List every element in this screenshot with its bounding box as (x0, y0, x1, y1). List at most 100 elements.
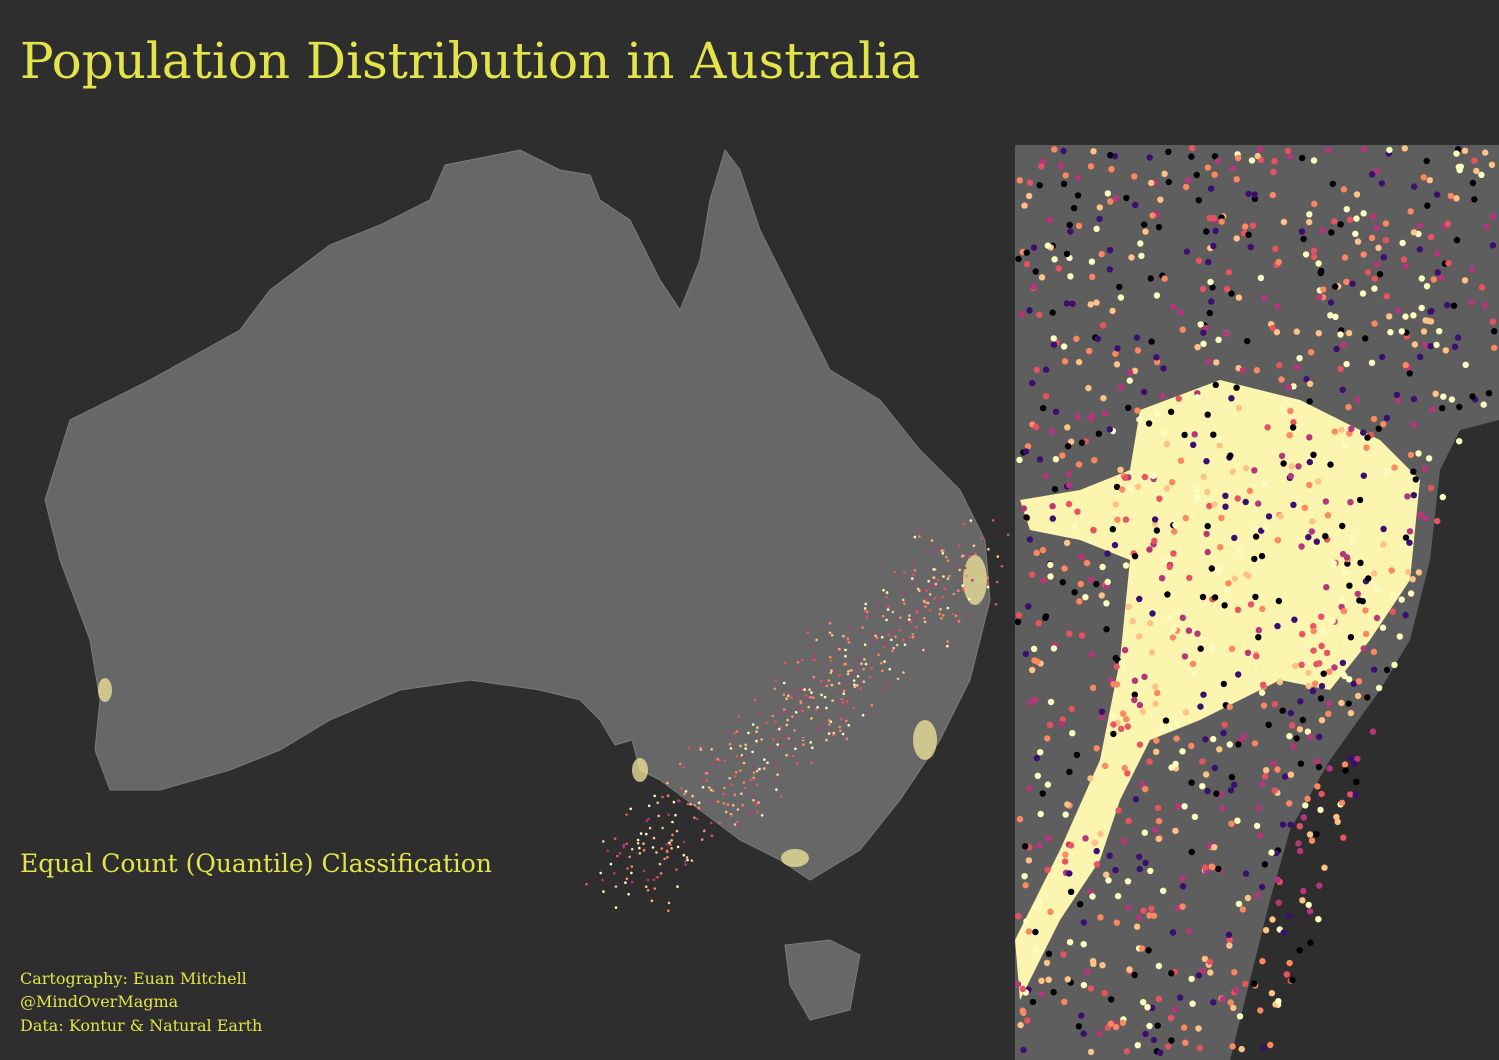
hexagon (1046, 721, 1054, 729)
hexagon (1177, 309, 1185, 316)
hexagon (1340, 607, 1348, 615)
hexagon (1234, 817, 1241, 824)
hexagon (1032, 928, 1039, 936)
hexagon (725, 730, 728, 734)
hexagon (932, 576, 935, 579)
hexagon (653, 794, 656, 798)
hexagon (1353, 191, 1361, 198)
hexagon (1128, 254, 1135, 261)
hexagon (1119, 486, 1126, 493)
hexagon (1126, 966, 1133, 973)
hexagon (624, 881, 627, 884)
hexagon (1023, 261, 1031, 268)
hexagon (1220, 729, 1227, 737)
hexagon (913, 535, 917, 539)
hexagon (1204, 548, 1211, 556)
hexagon (726, 803, 730, 806)
hexagon (1088, 412, 1096, 419)
hexagon (1360, 645, 1367, 652)
hexagon (1185, 627, 1193, 634)
hexagon (1229, 1043, 1236, 1050)
hexagon (1172, 827, 1179, 835)
hexagon (924, 605, 927, 608)
hexagon (1065, 471, 1073, 478)
hexagon (1223, 285, 1231, 293)
hexagon (1039, 546, 1047, 554)
hexagon (753, 777, 756, 781)
hexagon (904, 591, 907, 594)
hexagon (1286, 733, 1293, 740)
hexagon (1161, 170, 1168, 177)
hexagon (1433, 341, 1440, 349)
hexagon (1360, 429, 1367, 436)
hexagon (762, 767, 766, 770)
hexagon (1125, 404, 1132, 411)
hexagon (880, 661, 883, 665)
hexagon (1207, 969, 1214, 976)
hexagon (1191, 431, 1198, 438)
hexagon (1065, 500, 1073, 508)
hexagon (1339, 522, 1346, 530)
hexagon (960, 578, 963, 581)
hexagon (1047, 573, 1054, 580)
hexagon (1108, 166, 1115, 173)
hexagon (1242, 980, 1249, 988)
hexagon (1249, 222, 1257, 229)
hexagon (1362, 630, 1370, 638)
hexagon (1078, 1012, 1085, 1019)
hexagon (1179, 903, 1186, 910)
hexagon (1298, 661, 1305, 668)
hexagon (1074, 174, 1082, 181)
hexagon (1373, 614, 1381, 622)
hexagon (898, 629, 901, 632)
hexagon (1019, 985, 1026, 993)
hexagon (1051, 256, 1058, 263)
hexagon (700, 838, 704, 841)
hexagon (1317, 806, 1324, 814)
title: Population Distribution in Australia (20, 32, 920, 90)
hexagon (827, 679, 831, 682)
hexagon (1089, 893, 1096, 900)
hexagon (735, 820, 739, 824)
hexagon (1337, 365, 1344, 373)
hexagon (1060, 147, 1067, 155)
hexagon (1211, 501, 1218, 508)
hexagon (881, 614, 885, 618)
hexagon (1136, 741, 1144, 748)
hexagon (1152, 683, 1159, 690)
hexagon (1341, 761, 1349, 768)
hexagon (1042, 472, 1050, 480)
hexagon (1209, 284, 1216, 291)
hexagon (1312, 680, 1319, 687)
hexagon (751, 723, 755, 726)
hexagon (1287, 407, 1294, 415)
hexagon (1186, 574, 1193, 582)
hexagon (1021, 843, 1029, 850)
hexagon (732, 804, 735, 807)
hexagon (1197, 321, 1204, 328)
hexagon (778, 712, 781, 716)
hexagon (948, 574, 951, 578)
hexagon (812, 675, 816, 679)
hexagon (1242, 498, 1249, 506)
hexagon (1433, 191, 1441, 198)
hexagon (1058, 720, 1065, 728)
hexagon (1168, 1037, 1175, 1044)
hexagon (1181, 431, 1188, 439)
hexagon (1237, 548, 1245, 555)
hexagon (1427, 318, 1435, 325)
hexagon (837, 682, 841, 685)
hexagon (1227, 452, 1234, 459)
hexagon (1364, 694, 1371, 701)
hexagon (961, 588, 965, 592)
hexagon (1200, 691, 1207, 698)
hexagon (1231, 781, 1238, 788)
hexagon (1489, 318, 1497, 325)
hexagon (1351, 760, 1358, 767)
hexagon (627, 892, 630, 896)
hexagon (1263, 767, 1270, 774)
hexagon (776, 773, 779, 776)
hexagon (1169, 479, 1176, 486)
hexagon (1428, 307, 1435, 315)
hexagon (1112, 1023, 1120, 1031)
